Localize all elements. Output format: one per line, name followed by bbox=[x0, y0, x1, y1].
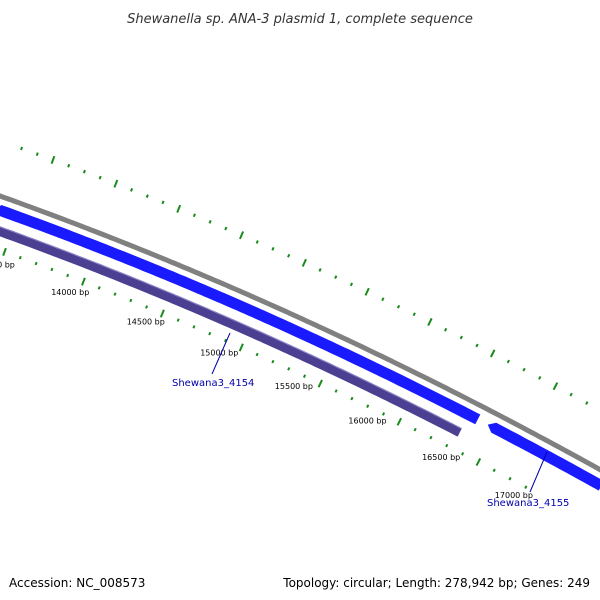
gc-mark-inner bbox=[50, 267, 54, 272]
gene-arrow-plus-1[interactable] bbox=[0, 205, 481, 425]
gene-label[interactable]: Shewana3_4154 bbox=[172, 378, 254, 389]
gc-mark-outer bbox=[349, 282, 354, 287]
scale-tick-label: 15500 bp bbox=[275, 382, 313, 391]
gc-mark-inner bbox=[492, 468, 496, 473]
gc-mark-outer bbox=[20, 146, 24, 151]
gc-mark-inner bbox=[66, 273, 70, 278]
gc-mark-outer bbox=[50, 155, 56, 165]
gc-mark-inner bbox=[255, 352, 259, 357]
gc-mark-outer bbox=[569, 392, 573, 397]
scale-tick-label: 17000 bp bbox=[495, 491, 533, 500]
gene-label-leader bbox=[211, 332, 231, 375]
gc-mark-outer bbox=[334, 275, 338, 280]
gc-mark-inner bbox=[302, 374, 307, 378]
gc-mark-outer bbox=[255, 240, 259, 244]
gc-mark-outer bbox=[444, 327, 448, 332]
gc-mark-inner bbox=[145, 305, 149, 309]
gc-mark-outer bbox=[489, 349, 496, 358]
gc-mark-inner bbox=[429, 435, 433, 440]
gc-mark-inner bbox=[129, 298, 133, 303]
gc-mark-inner bbox=[334, 389, 338, 393]
gc-mark-outer bbox=[161, 200, 165, 205]
accession-text: Accession: NC_008573 bbox=[9, 576, 145, 590]
gc-mark-outer bbox=[224, 226, 228, 231]
gc-mark-outer bbox=[208, 219, 212, 224]
gc-mark-outer bbox=[381, 297, 385, 302]
gene-labels: Shewana3_4154 Shewana3_4155 bbox=[172, 332, 569, 509]
gc-mark-inner bbox=[2, 247, 7, 256]
gc-mark-inner bbox=[508, 476, 512, 481]
gc-mark-inner bbox=[159, 309, 165, 318]
gc-mark-outer bbox=[364, 287, 370, 296]
gc-mark-inner bbox=[317, 379, 323, 388]
gc-mark-inner bbox=[224, 338, 228, 343]
gc-mark-inner bbox=[396, 417, 403, 426]
gc-mark-outer bbox=[427, 317, 433, 326]
gc-mark-outer bbox=[271, 246, 275, 251]
gc-mark-outer bbox=[176, 204, 182, 213]
gc-mark-outer bbox=[506, 359, 511, 364]
gc-mark-outer bbox=[318, 268, 322, 272]
scale-tick-label: 16000 bp bbox=[348, 417, 386, 426]
gc-mark-inner bbox=[18, 255, 22, 260]
gc-mark-inner bbox=[271, 359, 275, 364]
gc-mark-outer bbox=[67, 163, 71, 168]
gc-mark-outer bbox=[301, 258, 307, 267]
gc-mark-inner bbox=[445, 443, 449, 448]
gc-mark-inner bbox=[208, 331, 212, 336]
gene-arrow-shewana3-4155[interactable] bbox=[487, 422, 600, 491]
gc-mark-outer bbox=[130, 188, 134, 192]
outer-gc-marks bbox=[20, 146, 589, 405]
gene-shewana3-4154[interactable] bbox=[0, 222, 462, 437]
gc-mark-inner bbox=[460, 451, 465, 456]
gene-label[interactable]: Shewana3_4155 bbox=[487, 498, 569, 509]
gc-mark-outer bbox=[412, 312, 416, 317]
gene-label-leader bbox=[529, 451, 548, 493]
gc-mark-inner bbox=[366, 404, 370, 408]
gc-mark-inner bbox=[413, 427, 417, 432]
scale-tick-label: 16500 bp bbox=[422, 453, 460, 462]
scale-tick-label: 14000 bp bbox=[51, 288, 89, 297]
gc-mark-inner bbox=[81, 277, 86, 286]
scale-tick-label: 15000 bp bbox=[200, 349, 238, 358]
gc-mark-outer bbox=[145, 194, 149, 198]
gc-mark-outer bbox=[35, 152, 39, 156]
gene-shewana3-4154-highlight bbox=[0, 226, 462, 430]
gc-mark-inner bbox=[176, 318, 180, 322]
gene-features bbox=[0, 205, 600, 491]
gc-mark-outer bbox=[287, 253, 291, 258]
gc-mark-outer bbox=[552, 382, 559, 391]
sequence-backbone bbox=[0, 193, 600, 473]
gc-mark-inner bbox=[524, 485, 528, 489]
gc-mark-outer bbox=[82, 169, 86, 174]
scale-ticks: 13500 bp 14000 bp 14500 bp 15000 bp 15500 bp… bbox=[0, 260, 533, 500]
gc-mark-outer bbox=[585, 401, 589, 405]
gc-mark-inner bbox=[238, 343, 244, 352]
gc-mark-inner bbox=[350, 396, 354, 401]
gc-mark-outer bbox=[538, 375, 542, 380]
gc-mark-inner bbox=[192, 325, 196, 329]
gc-mark-outer bbox=[113, 179, 119, 188]
gc-mark-outer bbox=[459, 335, 463, 340]
gc-mark-outer bbox=[98, 175, 102, 180]
gc-mark-inner bbox=[287, 367, 291, 371]
topology-summary-text: Topology: circular; Length: 278,942 bp; … bbox=[282, 576, 590, 590]
gc-mark-outer bbox=[396, 304, 401, 309]
gc-mark-inner bbox=[34, 261, 38, 266]
gc-mark-inner bbox=[475, 457, 482, 467]
inner-gc-marks bbox=[2, 247, 528, 489]
gc-mark-inner bbox=[97, 286, 101, 290]
gc-mark-inner bbox=[113, 292, 117, 296]
gc-mark-outer bbox=[475, 343, 479, 348]
gc-mark-outer bbox=[192, 213, 196, 218]
scale-tick-label: 13500 bp bbox=[0, 260, 15, 269]
gc-mark-inner bbox=[381, 412, 386, 416]
scale-tick-label: 14500 bp bbox=[127, 318, 165, 327]
gc-mark-outer bbox=[239, 231, 245, 240]
map-title: Shewanella sp. ANA-3 plasmid 1, complete… bbox=[127, 12, 473, 27]
gc-mark-outer bbox=[522, 367, 526, 372]
